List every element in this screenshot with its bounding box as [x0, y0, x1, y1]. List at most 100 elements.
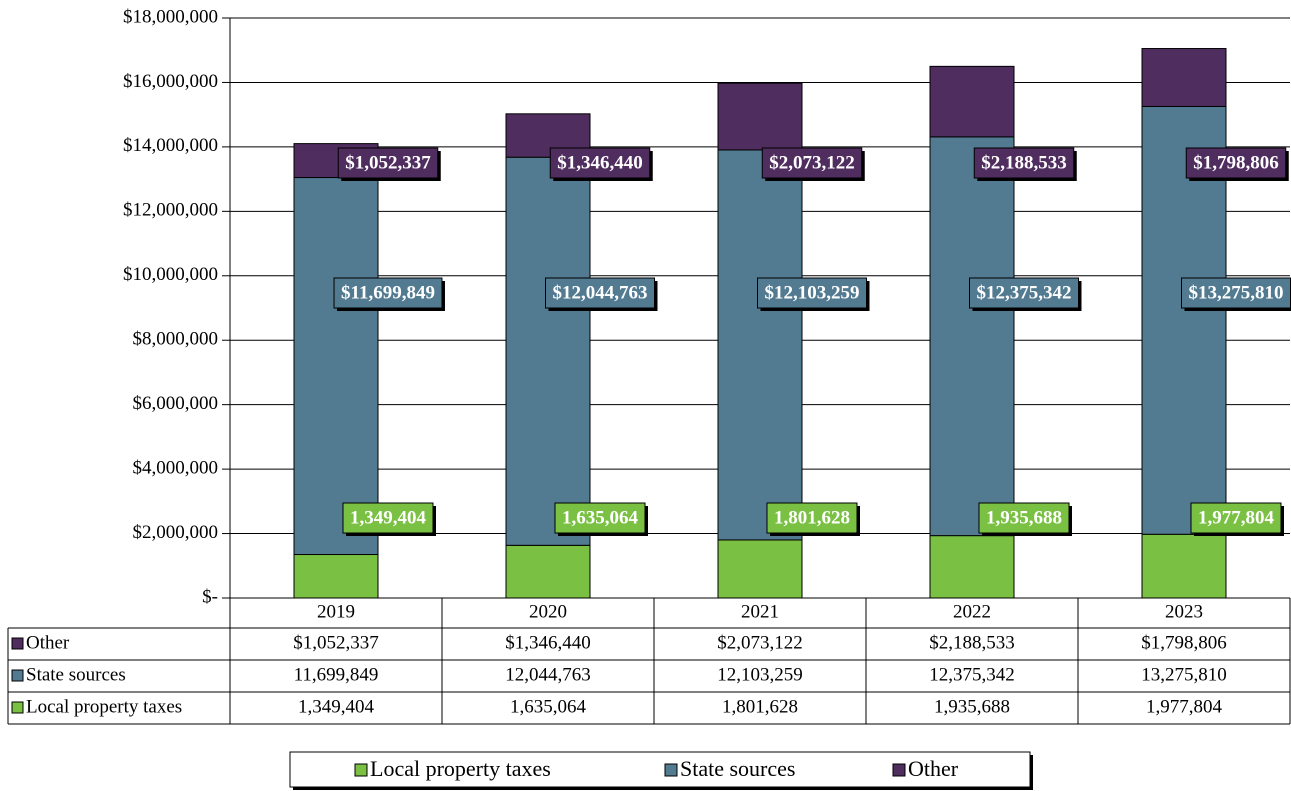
label-box: [761, 147, 863, 179]
y-tick-label: $-: [202, 586, 218, 607]
table-cell: 13,275,810: [1141, 664, 1227, 685]
data-label: 1,635,064: [554, 502, 648, 536]
y-tick-label: $8,000,000: [133, 329, 219, 350]
label-box: [333, 277, 443, 309]
label-box: [978, 502, 1070, 534]
bar-segment: [717, 149, 803, 541]
data-label-text: 1,349,404: [350, 507, 427, 528]
label-box: [1190, 502, 1282, 534]
table-cell: 12,375,342: [929, 664, 1015, 685]
bar-segment: [929, 535, 1015, 599]
table-cell: 12,103,259: [717, 664, 803, 685]
legend-label: Local property taxes: [370, 756, 551, 781]
y-tick-label: $6,000,000: [133, 393, 219, 414]
label-box: [549, 147, 651, 179]
y-tick-label: $10,000,000: [123, 264, 218, 285]
data-label: $12,375,342: [969, 277, 1082, 311]
bar-segment: [717, 82, 803, 151]
label-box: [973, 147, 1075, 179]
table-cell: $2,188,533: [929, 632, 1015, 653]
label-box: [554, 502, 646, 534]
table-row-label: State sources: [26, 664, 126, 685]
table-cell: $1,052,337: [293, 632, 379, 653]
table-row-label: Other: [26, 632, 70, 653]
label-box: [342, 502, 434, 534]
bar-segment: [929, 65, 1015, 138]
label-box: [337, 147, 439, 179]
legend-box: [289, 751, 1031, 788]
bar-segment: [293, 554, 379, 599]
table-cell: 1,801,628: [722, 696, 798, 717]
data-label: 1,349,404: [342, 502, 436, 536]
x-tick-label: 2021: [741, 601, 779, 622]
data-label-text: $1,052,337: [345, 152, 431, 173]
data-label-text: 1,935,688: [986, 507, 1062, 528]
table-cell: $1,346,440: [505, 632, 591, 653]
data-label-text: $1,798,806: [1193, 152, 1279, 173]
data-label: $2,073,122: [761, 147, 865, 181]
y-tick-label: $2,000,000: [133, 522, 219, 543]
data-label-text: $12,044,763: [553, 282, 648, 303]
bar-segment: [1141, 533, 1227, 599]
label-box: [1181, 277, 1291, 309]
bar-segment: [505, 544, 591, 599]
x-tick-label: 2020: [529, 601, 567, 622]
data-label-text: $12,375,342: [977, 282, 1072, 303]
data-label: $11,699,849: [333, 277, 445, 311]
bar-segment: [1141, 48, 1227, 107]
y-tick-label: $16,000,000: [123, 71, 218, 92]
data-label: 1,977,804: [1190, 502, 1284, 536]
y-tick-label: $18,000,000: [123, 6, 218, 27]
legend-swatch: [11, 669, 24, 682]
data-label-text: $12,103,259: [765, 282, 860, 303]
bar-segment: [293, 177, 379, 556]
label-box: [757, 277, 867, 309]
table-cell: 12,044,763: [505, 664, 591, 685]
x-tick-label: 2019: [317, 601, 355, 622]
label-box: [545, 277, 655, 309]
data-label: 1,935,688: [978, 502, 1072, 536]
data-label-text: $1,346,440: [557, 152, 643, 173]
x-tick-label: 2023: [1165, 601, 1203, 622]
table-cell: 1,635,064: [510, 696, 587, 717]
data-label-text: 1,635,064: [562, 507, 639, 528]
data-label-text: $13,275,810: [1189, 282, 1284, 303]
bar-segment: [929, 136, 1015, 537]
table-cell: 11,699,849: [294, 664, 379, 685]
data-label: $13,275,810: [1181, 277, 1291, 311]
y-tick-label: $12,000,000: [123, 200, 218, 221]
table-cell: 1,349,404: [298, 696, 375, 717]
legend-swatch: [664, 763, 678, 777]
table-cell: 1,935,688: [934, 696, 1010, 717]
data-label: $2,188,533: [973, 147, 1077, 181]
data-label: $12,103,259: [757, 277, 870, 311]
data-label-text: $11,699,849: [341, 282, 435, 303]
table-cell: $1,798,806: [1141, 632, 1227, 653]
legend-swatch: [11, 637, 24, 650]
table-row-label: Local property taxes: [26, 696, 182, 717]
label-box: [969, 277, 1079, 309]
label-box: [1185, 147, 1287, 179]
y-tick-label: $14,000,000: [123, 135, 218, 156]
data-label-text: $2,073,122: [769, 152, 855, 173]
data-label-text: 1,801,628: [774, 507, 850, 528]
data-label: $1,798,806: [1185, 147, 1289, 181]
label-box: [766, 502, 858, 534]
legend-label: Other: [908, 756, 959, 781]
data-label: $12,044,763: [545, 277, 658, 311]
legend-swatch: [892, 763, 906, 777]
table-cell: $2,073,122: [717, 632, 803, 653]
data-label-text: $2,188,533: [981, 152, 1067, 173]
x-tick-label: 2022: [953, 601, 991, 622]
data-label: $1,346,440: [549, 147, 653, 181]
legend-label: State sources: [680, 756, 795, 781]
data-label-text: 1,977,804: [1198, 507, 1275, 528]
data-label: $1,052,337: [337, 147, 441, 181]
bar-segment: [505, 156, 591, 546]
data-label: 1,801,628: [766, 502, 860, 536]
legend-swatch: [11, 701, 24, 714]
table-cell: 1,977,804: [1146, 696, 1223, 717]
y-tick-label: $4,000,000: [133, 457, 219, 478]
bar-segment: [717, 539, 803, 599]
